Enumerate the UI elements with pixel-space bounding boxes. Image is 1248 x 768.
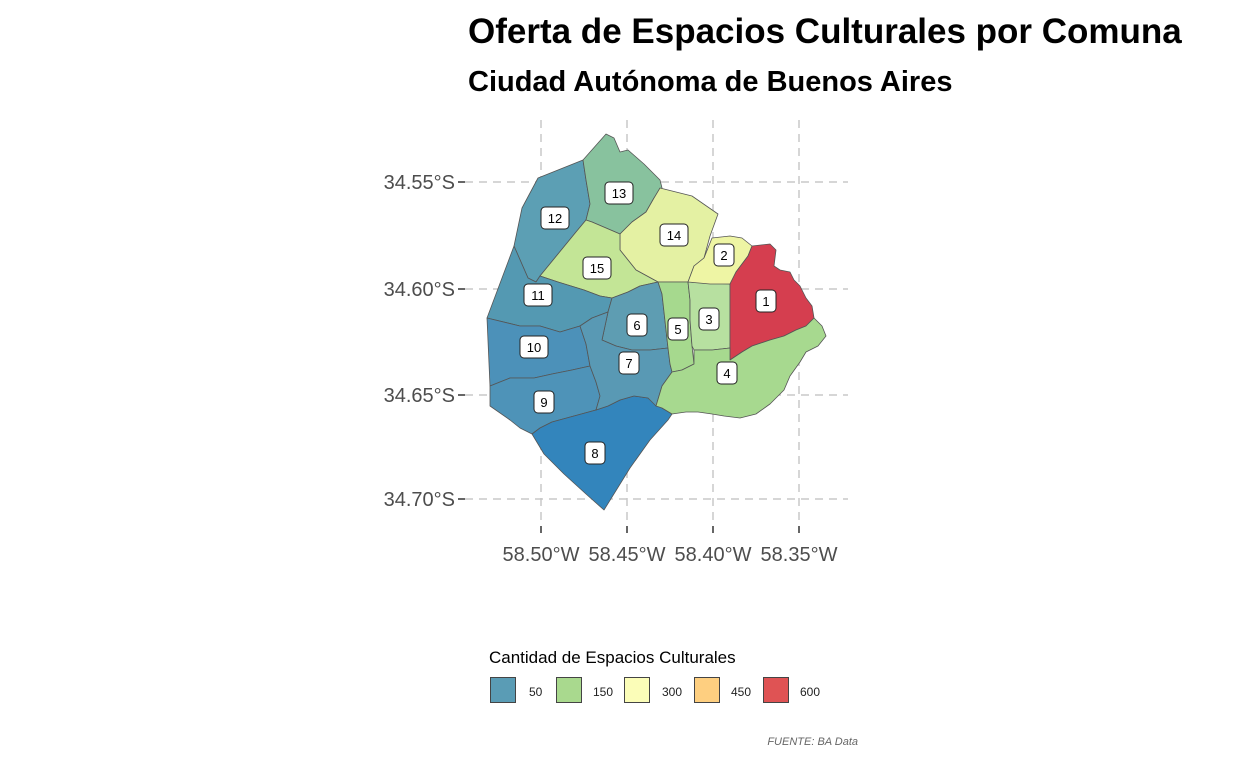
y-tick-label-2: 34.60°S: [384, 279, 455, 301]
comuna-label-10: 10: [519, 335, 549, 359]
label-box: [523, 283, 553, 307]
comuna-label-4: 4: [716, 361, 738, 385]
label-text: 14: [667, 228, 681, 243]
source-caption: FUENTE: BA Data: [767, 736, 858, 748]
label-text: 11: [531, 288, 545, 303]
comunas-layer: [486, 133, 827, 511]
legend-swatch-3: [624, 677, 650, 703]
comuna-label-14: 14: [659, 223, 689, 247]
legend-label-4: 450: [731, 685, 752, 699]
comuna-labels: 1 2 3 4 5 6 7 8: [519, 181, 777, 465]
label-text: 12: [548, 211, 562, 226]
comuna-label-3: 3: [698, 307, 720, 331]
label-box: [698, 307, 720, 331]
label-box: [533, 390, 555, 414]
label-text: 9: [540, 395, 547, 410]
comuna-label-15: 15: [582, 256, 612, 280]
label-text: 6: [633, 318, 640, 333]
legend-label-1: 50: [529, 685, 543, 699]
label-text: 10: [527, 340, 541, 355]
label-box: [584, 441, 606, 465]
label-text: 8: [591, 446, 598, 461]
legend-title: Cantidad de Espacios Culturales: [489, 648, 736, 667]
x-tick-label-2: 58.45°W: [589, 544, 666, 566]
legend-label-2: 150: [593, 685, 614, 699]
label-box: [604, 181, 634, 205]
comuna-label-13: 13: [604, 181, 634, 205]
label-box: [713, 243, 735, 267]
comuna-label-1: 1: [755, 289, 777, 313]
comuna-label-8: 8: [584, 441, 606, 465]
y-tick-label-1: 34.55°S: [384, 172, 455, 194]
comuna-label-2: 2: [713, 243, 735, 267]
map-title: Oferta de Espacios Culturales por Comuna: [468, 12, 1182, 51]
x-tick-label-3: 58.40°W: [675, 544, 752, 566]
label-text: 3: [705, 312, 712, 327]
map-subtitle: Ciudad Autónoma de Buenos Aires: [468, 66, 953, 98]
legend-swatch-5: [763, 677, 789, 703]
legend-swatch-2: [556, 677, 582, 703]
comuna-label-12: 12: [540, 206, 570, 230]
x-tick-label-4: 58.35°W: [761, 544, 838, 566]
label-box: [659, 223, 689, 247]
label-text: 7: [625, 356, 632, 371]
label-box: [540, 206, 570, 230]
label-box: [755, 289, 777, 313]
comuna-label-5: 5: [667, 317, 689, 341]
legend-label-3: 300: [662, 685, 683, 699]
label-text: 5: [674, 322, 681, 337]
y-tick-label-3: 34.65°S: [384, 385, 455, 407]
label-box: [618, 351, 640, 375]
x-tick-label-1: 58.50°W: [503, 544, 580, 566]
legend-swatch-4: [694, 677, 720, 703]
axis-ticks: [458, 181, 800, 533]
label-text: 4: [723, 366, 730, 381]
legend-swatch-1: [490, 677, 516, 703]
label-text: 2: [720, 248, 727, 263]
label-box: [667, 317, 689, 341]
label-text: 15: [590, 261, 604, 276]
comuna-label-6: 6: [626, 313, 648, 337]
label-box: [582, 256, 612, 280]
legend-label-5: 600: [800, 685, 821, 699]
label-box: [626, 313, 648, 337]
label-box: [716, 361, 738, 385]
label-text: 1: [762, 294, 769, 309]
comuna-label-11: 11: [523, 283, 553, 307]
label-text: 13: [612, 186, 626, 201]
y-tick-label-4: 34.70°S: [384, 489, 455, 511]
comuna-4[interactable]: [655, 317, 827, 419]
comuna-label-7: 7: [618, 351, 640, 375]
comuna-label-9: 9: [533, 390, 555, 414]
label-box: [519, 335, 549, 359]
